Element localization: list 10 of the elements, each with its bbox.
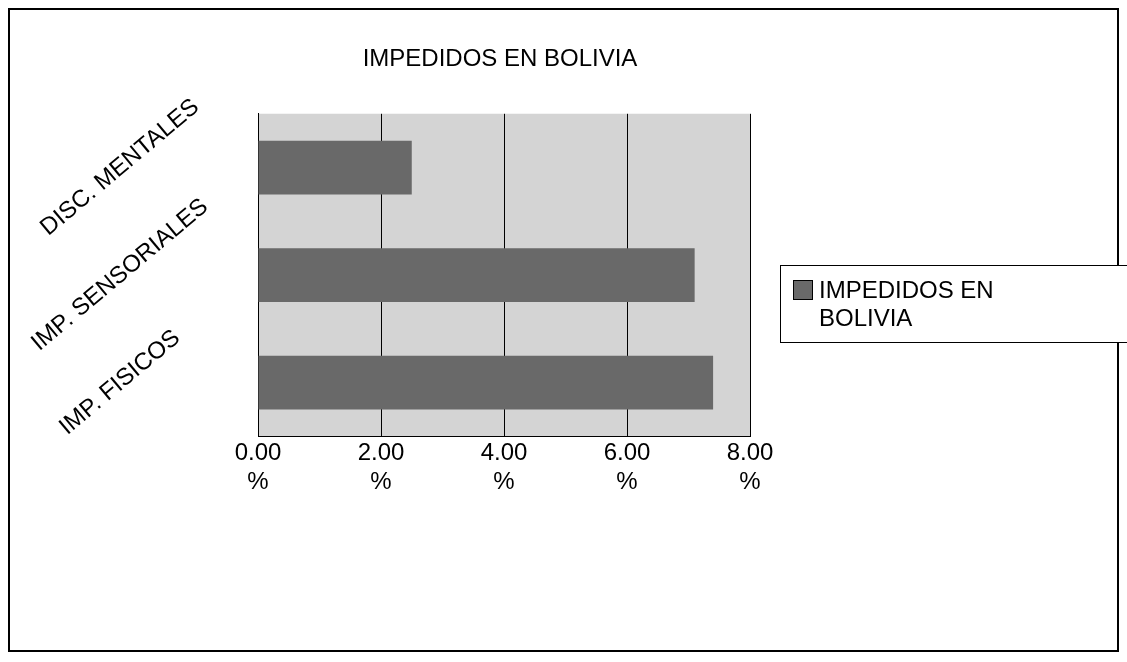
bar (258, 248, 695, 302)
bar (258, 140, 412, 195)
chart-title: IMPEDIDOS EN BOLIVIA (362, 44, 638, 72)
x-tick-label: 6.00 % (603, 438, 651, 495)
x-tick-label: 0.00 % (234, 438, 282, 495)
bar (258, 355, 714, 410)
legend-label: IMPEDIDOS EN BOLIVIA (819, 276, 995, 332)
x-tick-label: 2.00 % (357, 438, 405, 495)
x-tick-label: 8.00 % (726, 438, 774, 495)
x-tick-label: 4.00 % (480, 438, 528, 495)
